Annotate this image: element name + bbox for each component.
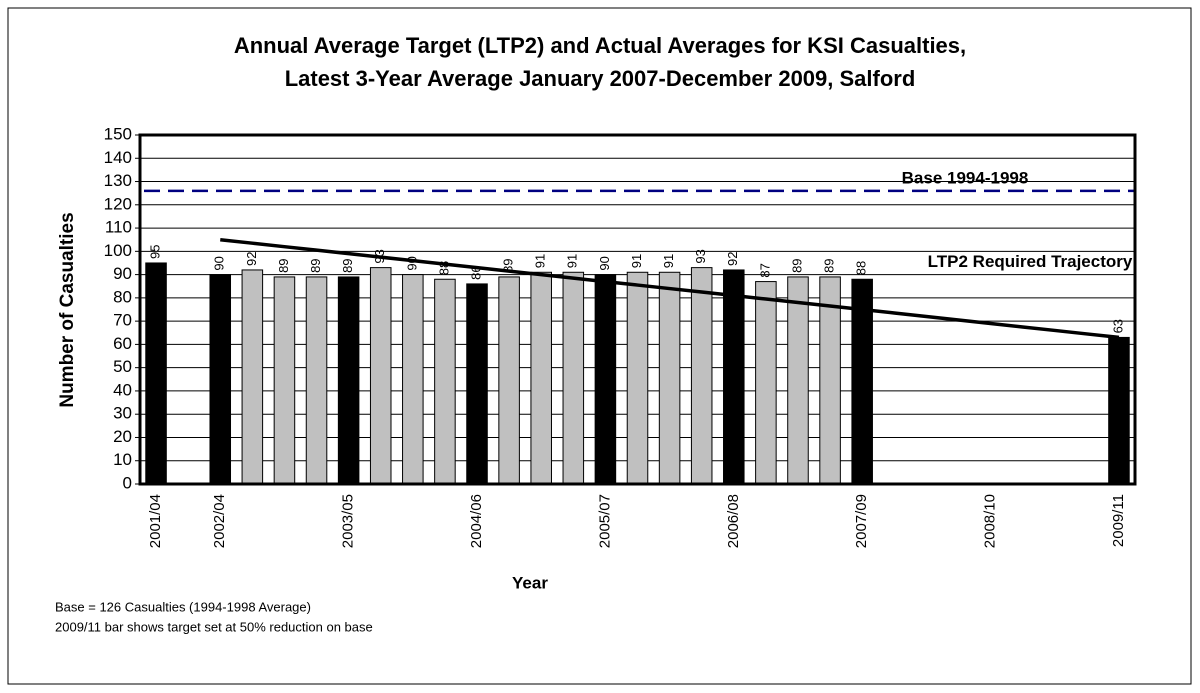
bar — [241, 269, 264, 485]
bar — [498, 276, 520, 485]
y-tick-label: 30 — [113, 404, 132, 423]
trajectory-label: LTP2 Required Trajectory — [927, 252, 1133, 271]
data-label: 93 — [693, 249, 708, 263]
bar — [755, 281, 777, 485]
chart-title: Latest 3-Year Average January 2007-Decem… — [285, 66, 916, 91]
bar — [626, 271, 649, 485]
y-tick-label: 80 — [113, 287, 132, 306]
bar — [787, 276, 809, 485]
y-tick-label: 110 — [105, 218, 132, 237]
data-label: 92 — [244, 251, 259, 265]
y-tick-label: 50 — [113, 357, 132, 376]
baseline-label: Base 1994-1998 — [902, 168, 1029, 187]
data-label: 91 — [533, 254, 548, 268]
bar — [305, 276, 328, 485]
data-label: 91 — [661, 254, 676, 268]
bar — [530, 271, 552, 485]
data-label: 95 — [147, 244, 162, 258]
y-tick-label: 40 — [113, 380, 132, 399]
bar — [369, 267, 392, 485]
x-tick-label: 2006/08 — [725, 494, 742, 548]
y-tick-label: 60 — [113, 334, 132, 353]
data-label: 88 — [854, 261, 869, 275]
bar — [209, 274, 232, 485]
bar — [562, 271, 585, 485]
data-label: 92 — [725, 251, 740, 265]
y-axis-label: Number of Casualties — [57, 212, 78, 407]
x-tick-label: 2007/09 — [853, 494, 870, 548]
bar — [690, 267, 713, 485]
trajectory-line — [220, 237, 1120, 340]
x-tick-label: 2001/04 — [147, 494, 164, 548]
data-label: 90 — [597, 256, 612, 270]
bar — [434, 278, 456, 485]
bar — [658, 271, 681, 485]
bar — [723, 269, 745, 485]
y-tick-label: 100 — [104, 241, 132, 260]
data-label: 89 — [308, 258, 323, 272]
y-tick-label: 20 — [113, 427, 132, 446]
chart-title: Annual Average Target (LTP2) and Actual … — [234, 33, 966, 58]
note: 2009/11 bar shows target set at 50% redu… — [55, 619, 373, 634]
bar — [337, 276, 360, 485]
y-tick-label: 70 — [113, 311, 132, 330]
data-label: 91 — [629, 254, 644, 268]
data-label: 89 — [276, 258, 291, 272]
y-tick-label: 120 — [104, 194, 132, 213]
bar — [466, 283, 488, 485]
data-label: 89 — [340, 258, 355, 272]
data-label: 91 — [565, 254, 580, 268]
x-tick-label: 2005/07 — [596, 494, 613, 548]
y-tick-label: 90 — [113, 264, 132, 283]
x-tick-label: 2002/04 — [211, 494, 228, 548]
x-tick-label: 2009/11 — [1110, 494, 1127, 547]
bar — [402, 274, 424, 485]
y-tick-label: 150 — [104, 124, 132, 143]
data-label: 89 — [789, 258, 804, 272]
note: Base = 126 Casualties (1994-1998 Average… — [55, 599, 311, 614]
plot-frame — [138, 133, 1137, 486]
data-label: 87 — [757, 263, 772, 277]
y-tick-label: 10 — [113, 450, 132, 469]
data-label: 63 — [1110, 319, 1125, 333]
y-tick-label: 0 — [123, 473, 132, 492]
bar — [273, 276, 296, 485]
y-tick-label: 140 — [104, 148, 132, 167]
x-tick-label: 2003/05 — [340, 494, 357, 548]
data-label: 90 — [212, 256, 227, 270]
bar — [145, 262, 167, 485]
x-tick-label: 2008/10 — [982, 494, 999, 548]
y-tick-label: 130 — [104, 171, 132, 190]
x-tick-label: 2004/06 — [468, 494, 485, 548]
bar — [1108, 336, 1130, 485]
data-label: 89 — [822, 258, 837, 272]
bar — [594, 274, 617, 485]
x-axis-label: Year — [512, 573, 548, 592]
